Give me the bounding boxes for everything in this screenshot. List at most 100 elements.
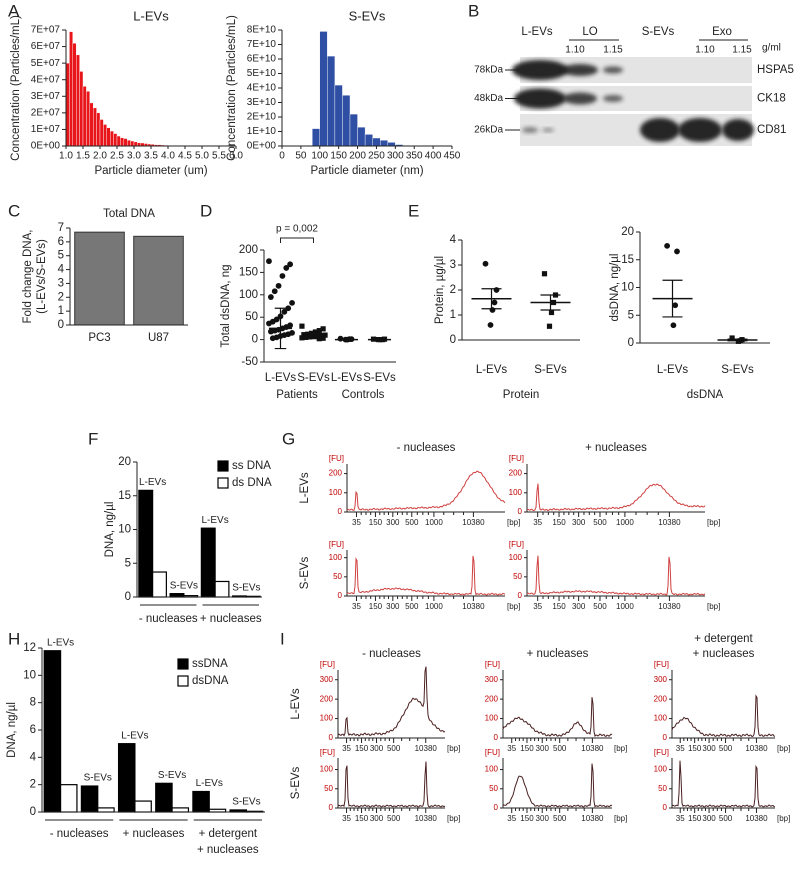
bar [99,119,104,147]
bar [65,62,70,147]
x-tick-label: 1000 [425,518,443,527]
y-tick-label: 0E+00 [31,141,61,152]
x-tick-label: 5.5 [212,151,226,162]
lane-group-label: LO [582,26,597,38]
bar [192,790,210,813]
x-axis-label: Particle diameter (um) [94,165,207,177]
y-tick-label: 0 [628,337,634,349]
error-bar [481,288,502,310]
x-tick-label: 4.5 [178,151,192,162]
x-tick-label: L-EVs [265,372,297,384]
x-tick-label: 5.0 [195,151,209,162]
column-title: + nucleases [527,648,589,660]
band [603,95,623,102]
y-tick-label: 200 [329,469,343,478]
x-axis-label: Protein [503,389,539,401]
x-tick-label: 35 [676,814,685,823]
panel-letter: C [8,201,20,220]
trace [671,760,776,808]
bar [364,134,373,147]
trace [346,555,506,596]
column-title: + nucleases [585,442,647,454]
error-bar [662,279,683,318]
bar [74,231,125,326]
protein-label: HSPA5 [757,64,794,76]
y-tick-label: 0 [58,319,64,331]
legend-label: dsDNA [192,675,229,687]
panel-letter: F [88,429,98,448]
point [487,322,494,328]
trace [502,697,613,738]
bar [120,137,125,147]
bar [357,126,366,147]
y-unit: [FU] [654,660,669,669]
y-tick-label: 0 [338,507,343,516]
x-tick-label: 10380 [581,744,604,753]
x-tick-label: 150 [520,744,534,753]
bar [214,580,230,598]
bar [116,135,121,147]
x-tick-label: 35 [533,602,542,611]
legend-swatch [217,477,229,489]
y-tick-label: 3 [58,277,64,289]
bar [109,130,114,147]
plot-axes [337,758,445,809]
lane-group-label: Exo [712,26,732,38]
x-tick-label: 300 [370,814,384,823]
bar [133,141,138,147]
band [678,118,722,142]
y-tick-label: 100 [509,488,523,497]
protein-label: CD81 [757,124,786,136]
x-axis-label: dsDNA [687,389,724,401]
x-tick-label: 10380 [415,744,438,753]
y-axis-label: Concentration (Particles/mL) [226,15,238,161]
bar [69,31,74,147]
x-tick-label: 1000 [616,602,634,611]
y-tick-label: 10 [23,669,36,681]
y-tick-label: 100 [329,553,343,562]
x-tick-label: 150 [520,814,534,823]
point [489,307,496,313]
x-axis-label: Particle diameter (nm) [310,165,423,177]
y-tick-label: 20 [621,226,634,238]
y-unit: [FU] [654,748,669,757]
column-title: + nucleases [693,648,755,660]
bar [117,743,136,813]
band [514,88,566,109]
y-axis-label: (L-EVs/S-EVs) [36,239,48,314]
lane-group-label: S-EVs [642,26,675,38]
x-tick-label: 300 [386,602,400,611]
y-tick-label: 100 [485,765,499,774]
group-label: Controls [342,389,385,401]
y-tick-label: 6E+07 [31,41,61,52]
y-axis-label: DNA, ng/µl [104,502,116,558]
bar [92,107,97,147]
bar [155,782,173,813]
bar [123,138,128,147]
y-tick-label: 0 [30,806,36,818]
point [541,271,548,277]
x-tick-label: 300 [536,814,550,823]
bar [97,807,115,813]
band [563,92,597,105]
x-tick-label: 300 [702,744,716,753]
y-tick-label: 4 [450,234,457,246]
y-tick-label: 50 [245,311,258,323]
y-tick-label: 300 [320,675,334,684]
legend-label: ssDNA [192,658,228,670]
point [285,305,292,312]
bar-label: L-EVs [47,637,74,648]
row-label: L-EVs [299,472,311,504]
y-tick-label: 0 [329,803,334,812]
point [548,309,555,316]
y-axis-label: Total dsDNA, ng [220,264,232,347]
y-tick-label: 15 [118,490,131,502]
column-title: + detergent [694,633,753,645]
x-tick-label: 3.0 [127,151,141,162]
x-tick-label: 200 [349,151,366,162]
y-tick-label: 0 [663,803,668,812]
x-tick-label: 10380 [658,518,681,527]
y-tick-label: 5 [58,250,64,262]
bar-label: S-EVs [84,773,112,784]
error-bar [274,307,287,350]
